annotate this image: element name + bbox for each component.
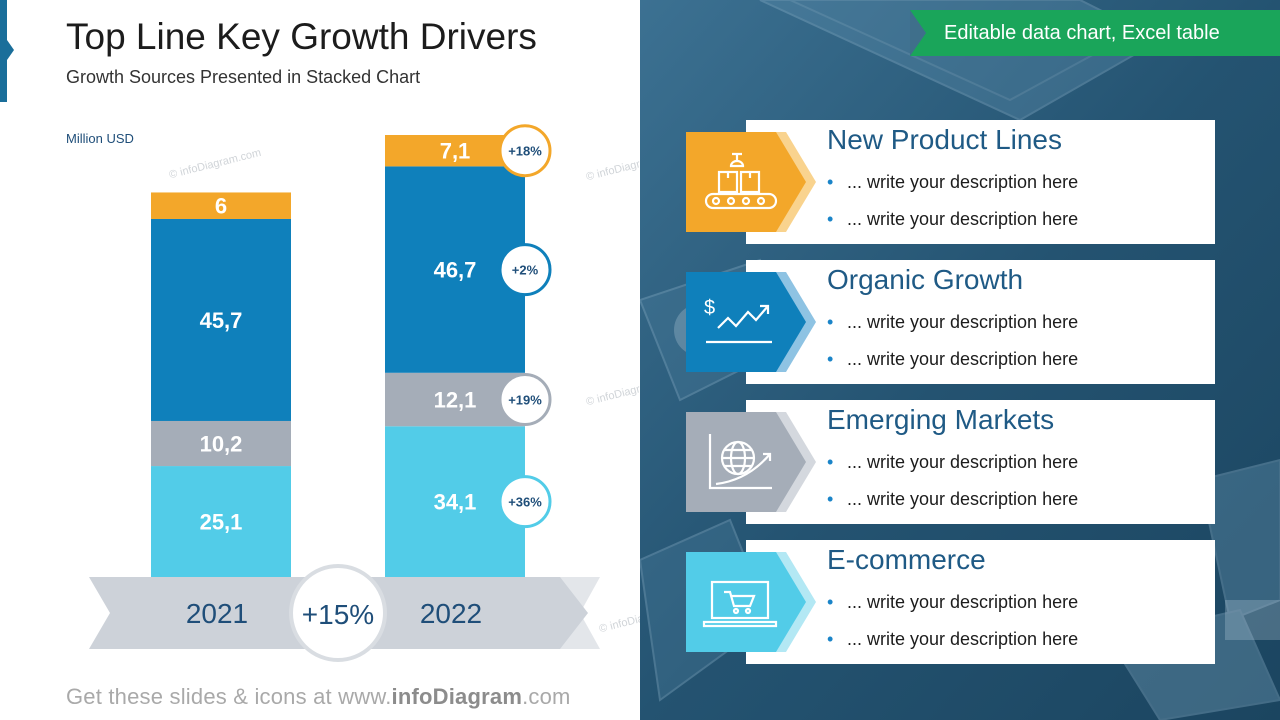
dollar-growth-chart-icon: $ [686, 272, 816, 372]
change-bubble [498, 124, 552, 178]
driver-title: Organic Growth [827, 264, 1024, 295]
footer-text: Get these slides & icons at www.infoDiag… [66, 684, 571, 710]
editable-chart-badge: Editable data chart, Excel table [910, 10, 1280, 56]
data-label: 34,1 [434, 490, 477, 515]
slide-subtitle: Growth Sources Presented in Stacked Char… [66, 67, 421, 87]
footer-suffix: .com [522, 684, 571, 709]
driver-card-organic-growth: Organic Growth •... write your descripti… [746, 260, 1215, 384]
bullet-text: ... write your description here [847, 209, 1079, 229]
driver-title: E-commerce [827, 544, 986, 575]
svg-text:$: $ [704, 297, 715, 319]
driver-bullet: •... write your description here [827, 592, 1079, 612]
bullet-text: ... write your description here [847, 349, 1079, 369]
footer-prefix: Get these slides & icons at www. [66, 684, 392, 709]
bullet-text: ... write your description here [847, 312, 1079, 332]
driver-bullet: •... write your description here [827, 349, 1079, 369]
driver-bullets: •... write your description here •... wr… [827, 312, 1078, 386]
driver-card-e-commerce: E-commerce •... write your description h… [746, 540, 1215, 664]
driver-card-emerging-markets: Emerging Markets •... write your descrip… [746, 400, 1215, 524]
category-label: 2022 [420, 598, 482, 629]
slide-title: Top Line Key Growth Drivers [66, 16, 537, 57]
data-label: 45,7 [200, 308, 243, 333]
driver-title: New Product Lines [827, 124, 1063, 155]
change-label: +19% [508, 393, 542, 408]
bullet-text: ... write your description here [847, 629, 1079, 649]
total-change-label: +15% [302, 599, 374, 630]
chart-unit-label: Million USD [66, 131, 134, 146]
driver-bullets: •... write your description here •... wr… [827, 592, 1078, 666]
driver-bullets: •... write your description here •... wr… [827, 172, 1078, 246]
bar-segment [151, 218, 291, 421]
bar-segment [151, 466, 291, 577]
change-bubble [498, 475, 552, 529]
bullet-text: ... write your description here [847, 489, 1079, 509]
driver-bullet: •... write your description here [827, 172, 1079, 192]
data-label: 25,1 [200, 510, 243, 535]
data-label: 10,2 [200, 432, 243, 457]
change-label: +2% [512, 263, 539, 278]
footer-brand: infoDiagram [391, 684, 523, 709]
change-label: +36% [508, 495, 542, 510]
bullet-text: ... write your description here [847, 172, 1079, 192]
driver-bullets: •... write your description here •... wr… [827, 452, 1078, 526]
driver-bullet: •... write your description here [827, 629, 1079, 649]
bar-segment [151, 420, 291, 467]
stacked-bar-chart: 25,1 10,2 45,7 6 2021 34,1 +36% 12,1 +19% 46,7 +2%… [89, 124, 600, 662]
driver-title: Emerging Markets [827, 404, 1055, 435]
accent-tab [0, 0, 14, 102]
driver-card-new-product-lines: New Product Lines •... write your descri… [746, 120, 1215, 244]
driver-bullet: •... write your description here [827, 209, 1079, 229]
driver-bullet: •... write your description here [827, 452, 1079, 472]
category-label: 2021 [186, 598, 248, 629]
change-bubble [498, 373, 552, 427]
driver-bullet: •... write your description here [827, 312, 1079, 332]
laptop-cart-icon [686, 552, 816, 652]
data-label: 12,1 [434, 388, 477, 413]
globe-growth-icon [686, 412, 816, 512]
data-label: 7,1 [440, 139, 471, 164]
total-change-circle [289, 564, 387, 662]
conveyor-belt-icon [686, 132, 816, 232]
data-label: 6 [215, 194, 227, 219]
change-label: +18% [508, 144, 542, 159]
bar-segment [151, 192, 291, 219]
bullet-text: ... write your description here [847, 592, 1079, 612]
data-label: 46,7 [434, 258, 477, 283]
change-bubble [498, 243, 552, 297]
bullet-text: ... write your description here [847, 452, 1079, 472]
driver-bullet: •... write your description here [827, 489, 1079, 509]
